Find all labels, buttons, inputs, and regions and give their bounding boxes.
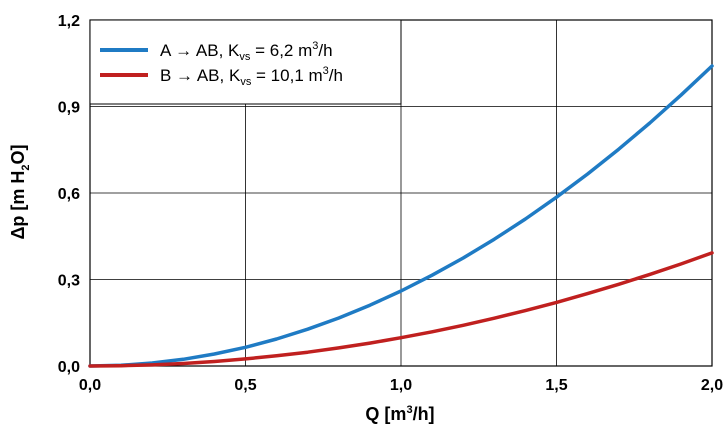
series-line-1 [88, 251, 714, 368]
x-tick-label: 1,0 [390, 377, 412, 394]
y-axis-label: Δp [m H2O] [8, 144, 32, 239]
x-tick-label: 0,5 [234, 377, 256, 394]
legend-box [89, 19, 402, 105]
legend-label-a: A → AB, Kvs = 6,2 m3/h [160, 40, 333, 63]
y-tick-label: 1,2 [58, 13, 80, 30]
x-tick-label: 2,0 [701, 377, 723, 394]
y-tick-label: 0,3 [58, 273, 80, 290]
x-tick-label: 0,0 [79, 377, 101, 394]
x-tick-labels: 0,0 0,5 1,0 1,5 2,0 [79, 377, 723, 394]
x-axis-label: Q [m3/h] [365, 404, 434, 424]
y-tick-labels: 0,0 0,3 0,6 0,9 1,2 [58, 13, 80, 376]
series-layer [88, 64, 714, 368]
x-tick-label: 1,5 [545, 377, 567, 394]
legend-label-b: B → AB, Kvs = 10,1 m3/h [160, 65, 343, 88]
series-line-0 [88, 64, 714, 368]
y-tick-label: 0,0 [58, 359, 80, 376]
y-tick-label: 0,9 [58, 100, 80, 117]
y-tick-label: 0,6 [58, 186, 80, 203]
legend: A → AB, Kvs = 6,2 m3/h B → AB, Kvs = 10,… [89, 19, 402, 105]
